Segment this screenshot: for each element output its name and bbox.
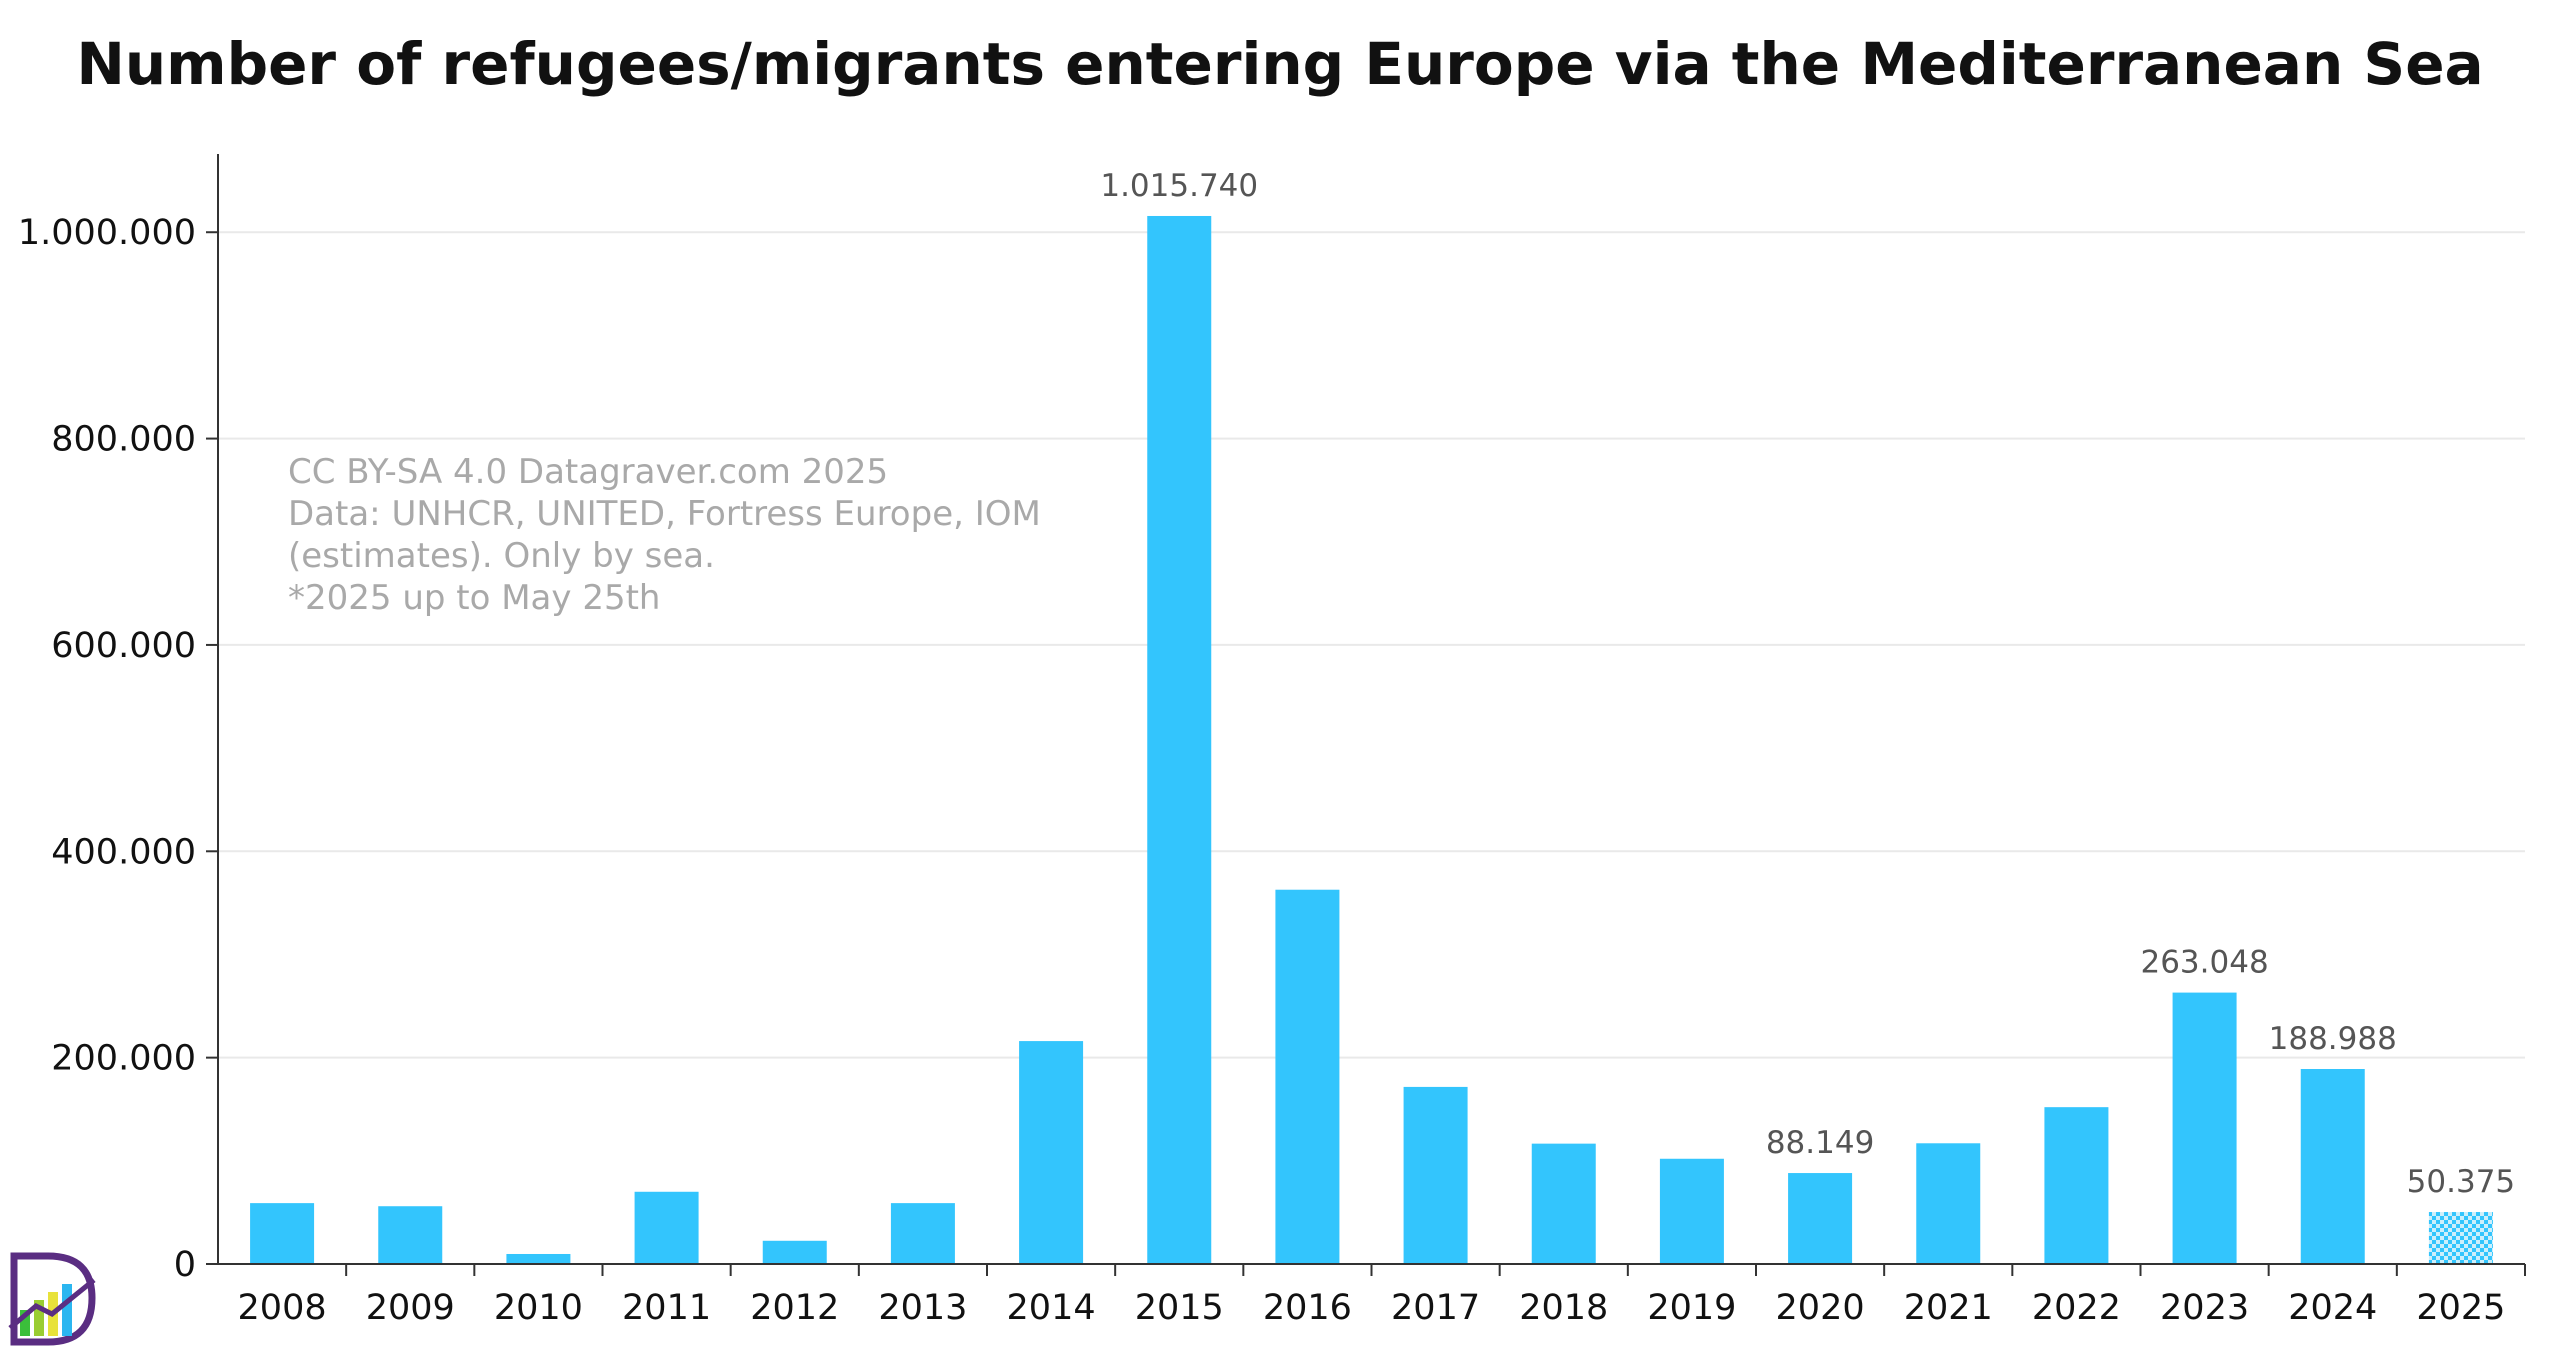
chart-title: Number of refugees/migrants entering Eur… bbox=[76, 30, 2484, 98]
bar-2013 bbox=[890, 1203, 955, 1264]
bar-2024 bbox=[2300, 1069, 2365, 1264]
data-labels: 1.015.740 88.149 263.048 188.988 50.375 bbox=[1100, 168, 2515, 1200]
bar-2008 bbox=[250, 1203, 315, 1264]
x-tick-label: 2011 bbox=[622, 1288, 711, 1328]
bar-2015 bbox=[1147, 215, 1212, 1265]
x-tick-label: 2022 bbox=[2032, 1288, 2121, 1328]
data-label-2023: 263.048 bbox=[2140, 945, 2268, 981]
bars bbox=[250, 215, 2493, 1265]
bar-2014 bbox=[1019, 1041, 1084, 1264]
bar-2010 bbox=[506, 1253, 571, 1264]
datagraver-logo-icon[interactable] bbox=[8, 1252, 96, 1346]
y-tick-label: 800.000 bbox=[51, 420, 196, 460]
x-tick-label: 2013 bbox=[878, 1288, 967, 1328]
y-tick-label: 0 bbox=[174, 1245, 196, 1285]
bar-2016 bbox=[1275, 889, 1340, 1264]
x-tick-label: 2025 bbox=[2416, 1288, 2505, 1328]
x-tick-label: 2023 bbox=[2160, 1288, 2249, 1328]
bar-2025 bbox=[2428, 1212, 2493, 1264]
source-note-line: Data: UNHCR, UNITED, Fortress Europe, IO… bbox=[288, 494, 1041, 534]
bar-2021 bbox=[1916, 1143, 1981, 1264]
bar-2009 bbox=[378, 1206, 443, 1264]
x-tick-label: 2016 bbox=[1263, 1288, 1352, 1328]
bar-2011 bbox=[634, 1191, 699, 1264]
bar-2019 bbox=[1659, 1158, 1724, 1264]
y-tick-label: 200.000 bbox=[51, 1039, 196, 1079]
x-tick-label: 2009 bbox=[366, 1288, 455, 1328]
data-label-2024: 188.988 bbox=[2269, 1021, 2397, 1057]
gridlines bbox=[218, 231, 2525, 1059]
x-tick-label: 2018 bbox=[1519, 1288, 1608, 1328]
data-label-2020: 88.149 bbox=[1766, 1125, 1874, 1161]
x-tick-label: 2015 bbox=[1135, 1288, 1224, 1328]
source-note-line: *2025 up to May 25th bbox=[288, 578, 660, 618]
x-tick-label: 2021 bbox=[1904, 1288, 1993, 1328]
y-tick-label: 600.000 bbox=[51, 626, 196, 666]
bar-2012 bbox=[762, 1240, 827, 1264]
x-tick-label: 2014 bbox=[1007, 1288, 1096, 1328]
source-note: CC BY-SA 4.0 Datagraver.com 2025 Data: UN… bbox=[288, 452, 1041, 618]
y-tick-label: 1.000.000 bbox=[18, 213, 196, 253]
x-tick-label: 2024 bbox=[2288, 1288, 2377, 1328]
source-note-line: CC BY-SA 4.0 Datagraver.com 2025 bbox=[288, 452, 888, 492]
axes bbox=[206, 154, 2526, 1276]
bar-2020 bbox=[1788, 1173, 1853, 1264]
x-tick-label: 2020 bbox=[1776, 1288, 1865, 1328]
data-label-2025: 50.375 bbox=[2407, 1164, 2515, 1200]
source-note-line: (estimates). Only by sea. bbox=[288, 536, 715, 576]
x-tick-label: 2012 bbox=[750, 1288, 839, 1328]
y-tick-label: 400.000 bbox=[51, 832, 196, 872]
x-tick-label: 2008 bbox=[238, 1288, 327, 1328]
tick-labels: 0 200.000 400.000 600.000 800.000 1.000.000 20… bbox=[18, 213, 2506, 1328]
x-tick-label: 2019 bbox=[1647, 1288, 1736, 1328]
x-tick-label: 2017 bbox=[1391, 1288, 1480, 1328]
bar-2018 bbox=[1531, 1143, 1596, 1264]
bar-2023 bbox=[2172, 992, 2237, 1264]
x-tick-label: 2010 bbox=[494, 1288, 583, 1328]
bar-2022 bbox=[2044, 1107, 2109, 1264]
data-label-2015: 1.015.740 bbox=[1100, 168, 1258, 204]
bar-2017 bbox=[1403, 1086, 1468, 1264]
